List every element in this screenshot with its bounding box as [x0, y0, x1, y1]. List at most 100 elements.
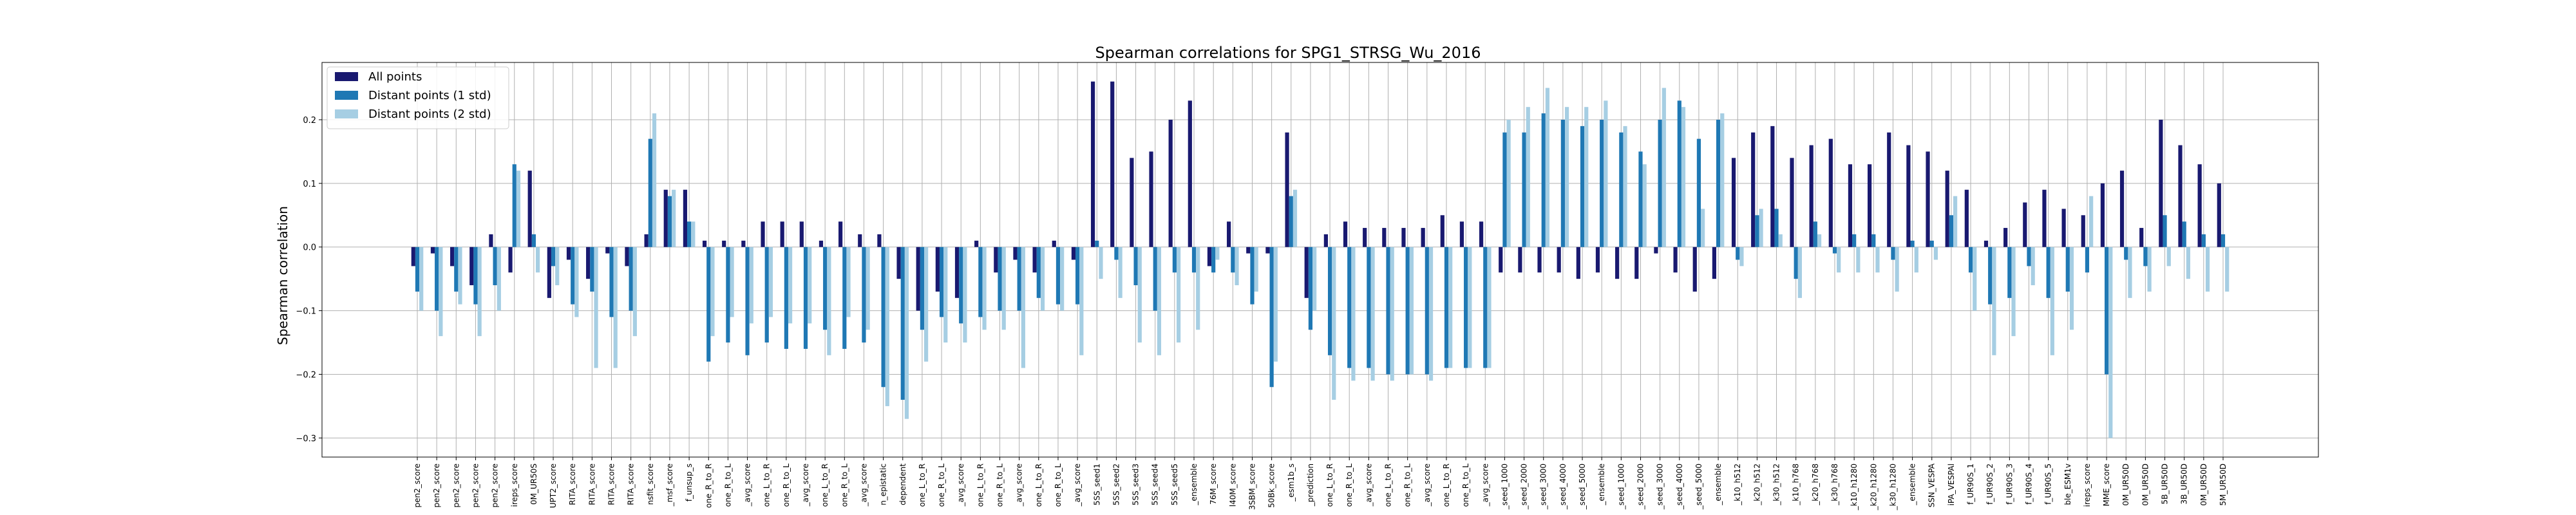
bar-series-2 — [590, 247, 594, 292]
bar-series-2 — [2027, 247, 2031, 267]
bar-series-2 — [745, 247, 750, 355]
bar-series-3 — [1797, 247, 1802, 298]
bar-series-2 — [531, 234, 536, 247]
x-tick-label: nsfit_score — [646, 464, 655, 505]
bar-series-2 — [1580, 126, 1585, 247]
x-tick-label: 0M_UR50S — [529, 464, 538, 505]
bar-series-3 — [1079, 247, 1084, 355]
bar-series-3 — [2089, 196, 2094, 247]
bar-series-3 — [574, 247, 579, 317]
x-tick-label: _esm1b_s — [1287, 464, 1296, 502]
bar-series-2 — [1794, 247, 1798, 279]
bar-series-2 — [2085, 247, 2090, 273]
x-tick-label: _k30_h512 — [1772, 464, 1781, 506]
bar-series-2 — [1036, 247, 1041, 298]
y-tick-label: 0.0 — [303, 243, 316, 253]
bar-series-3 — [1021, 247, 1025, 368]
bar-series-2 — [648, 138, 652, 247]
bar-series-3 — [1739, 247, 1744, 267]
bar-series-1 — [1188, 100, 1192, 247]
x-tick-label: _k10_h1280 — [1850, 464, 1859, 510]
bar-series-1 — [1110, 81, 1115, 247]
bar-series-2 — [667, 196, 672, 247]
bar-series-1 — [2003, 228, 2008, 247]
bar-series-1 — [1363, 228, 1367, 247]
x-tick-label: one_L_to_R — [1384, 464, 1393, 507]
bar-series-1 — [450, 247, 455, 267]
bar-series-1 — [1964, 189, 1969, 247]
bar-series-3 — [788, 247, 793, 324]
bar-series-2 — [1250, 247, 1255, 304]
x-tick-label: one_L_to_R — [1325, 464, 1334, 507]
bar-series-3 — [2031, 247, 2035, 286]
bar-series-2 — [1696, 138, 1701, 247]
bar-series-2 — [842, 247, 847, 349]
x-tick-label: UPT2_score — [549, 464, 558, 508]
bar-series-1 — [1265, 247, 1270, 254]
bar-series-3 — [1196, 247, 1200, 330]
bar-series-2 — [959, 247, 963, 324]
bar-series-2 — [1755, 215, 1759, 247]
x-tick-label: one_R_to_L — [782, 464, 791, 507]
x-tick-label: one_L_to_R — [820, 464, 829, 507]
bar-series-3 — [1390, 247, 1394, 381]
bar-series-3 — [1157, 247, 1162, 355]
bar-series-2 — [2105, 247, 2109, 375]
bar-series-1 — [1926, 151, 1930, 247]
bar-series-2 — [1114, 247, 1119, 260]
bar-series-2 — [998, 247, 1002, 311]
bar-series-2 — [1464, 247, 1468, 368]
bar-series-1 — [1557, 247, 1561, 273]
y-axis-label: Spearman correlation — [275, 206, 290, 345]
bar-series-1 — [1692, 247, 1697, 292]
legend-swatch — [335, 109, 358, 118]
bar-series-3 — [2011, 247, 2016, 337]
bar-series-2 — [1483, 247, 1488, 368]
bar-series-3 — [516, 171, 521, 247]
x-tick-label: one_L_to_R — [918, 464, 927, 507]
bar-series-3 — [1060, 247, 1065, 311]
bar-series-3 — [1604, 100, 1608, 247]
bar-series-1 — [799, 221, 804, 247]
bar-series-1 — [935, 247, 940, 292]
bar-series-1 — [702, 240, 707, 247]
bar-series-2 — [1502, 132, 1507, 247]
x-tick-label: f_unsup_s — [685, 464, 694, 501]
bar-series-3 — [1973, 247, 1977, 311]
bar-series-2 — [1716, 119, 1721, 247]
bar-series-3 — [1351, 247, 1356, 381]
x-tick-label: _ensemble — [1908, 464, 1917, 506]
bar-series-3 — [2205, 247, 2210, 292]
x-tick-label: RITA_score — [587, 464, 596, 505]
bar-series-3 — [672, 189, 676, 247]
bar-series-3 — [613, 247, 618, 368]
bar-series-3 — [691, 221, 696, 247]
x-tick-label: _avg_score — [1481, 464, 1490, 507]
bar-series-2 — [784, 247, 788, 349]
bar-series-2 — [551, 247, 556, 267]
bar-series-1 — [1130, 158, 1134, 247]
bar-series-3 — [2108, 247, 2113, 438]
bar-series-3 — [749, 247, 753, 324]
x-tick-label: _seed_4000 — [1675, 464, 1684, 510]
bar-series-1 — [1421, 228, 1425, 247]
x-tick-label: pen2_score — [491, 464, 500, 507]
bar-series-1 — [1867, 164, 1872, 247]
bar-series-3 — [1506, 119, 1511, 247]
bar-series-2 — [2124, 247, 2128, 260]
bar-series-3 — [1254, 247, 1258, 292]
bar-series-2 — [2221, 234, 2226, 247]
bar-series-3 — [652, 113, 657, 247]
bar-series-1 — [722, 240, 726, 247]
y-tick-label: −0.1 — [296, 307, 316, 317]
bar-series-3 — [730, 247, 734, 317]
bar-series-3 — [2166, 247, 2171, 267]
bar-series-1 — [1459, 221, 1464, 247]
bar-series-2 — [706, 247, 711, 362]
bar-series-3 — [1526, 107, 1530, 247]
bar-series-3 — [1545, 88, 1550, 247]
bar-series-3 — [1564, 107, 1569, 247]
bar-series-1 — [2197, 164, 2202, 247]
bar-series-2 — [571, 247, 575, 304]
bar-series-2 — [1386, 247, 1390, 375]
